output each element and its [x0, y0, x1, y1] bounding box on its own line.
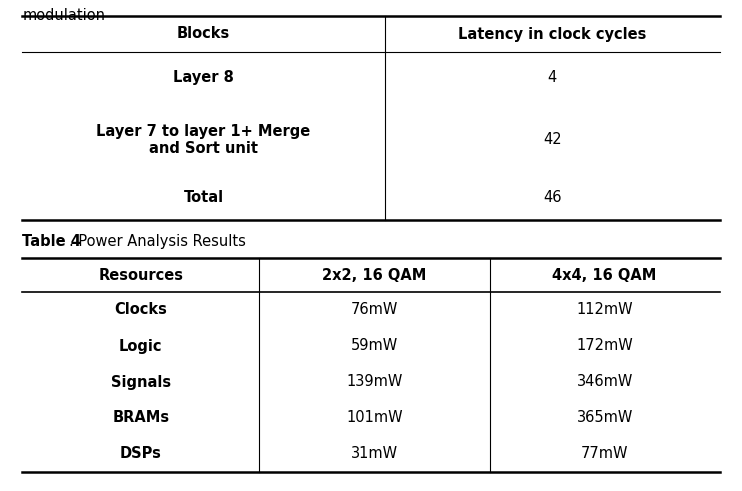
- Text: DSPs: DSPs: [120, 446, 162, 462]
- Text: 2x2, 16 QAM: 2x2, 16 QAM: [322, 268, 427, 282]
- Text: 346mW: 346mW: [577, 375, 633, 389]
- Text: Blocks: Blocks: [177, 27, 230, 42]
- Text: Resources: Resources: [99, 268, 183, 282]
- Text: 42: 42: [543, 133, 562, 147]
- Text: Logic: Logic: [119, 338, 162, 354]
- Text: Signals: Signals: [111, 375, 171, 389]
- Text: 139mW: 139mW: [347, 375, 403, 389]
- Text: 59mW: 59mW: [351, 338, 398, 354]
- Text: Layer 7 to layer 1+ Merge
and Sort unit: Layer 7 to layer 1+ Merge and Sort unit: [96, 124, 311, 156]
- Text: Latency in clock cycles: Latency in clock cycles: [458, 27, 646, 42]
- Text: BRAMs: BRAMs: [112, 410, 169, 426]
- Text: Total: Total: [183, 191, 223, 206]
- Text: 101mW: 101mW: [347, 410, 403, 426]
- Text: modulation: modulation: [22, 8, 105, 23]
- Text: 77mW: 77mW: [581, 446, 628, 462]
- Text: 4x4, 16 QAM: 4x4, 16 QAM: [553, 268, 657, 282]
- Text: 112mW: 112mW: [577, 302, 633, 318]
- Text: 46: 46: [543, 191, 562, 206]
- Text: 4: 4: [548, 71, 557, 85]
- Text: Clocks: Clocks: [114, 302, 167, 318]
- Text: 365mW: 365mW: [577, 410, 633, 426]
- Text: . Power Analysis Results: . Power Analysis Results: [69, 235, 246, 249]
- Text: 76mW: 76mW: [351, 302, 398, 318]
- Text: 172mW: 172mW: [577, 338, 633, 354]
- Text: Table 4: Table 4: [22, 235, 81, 249]
- Text: Layer 8: Layer 8: [173, 71, 234, 85]
- Text: 31mW: 31mW: [351, 446, 398, 462]
